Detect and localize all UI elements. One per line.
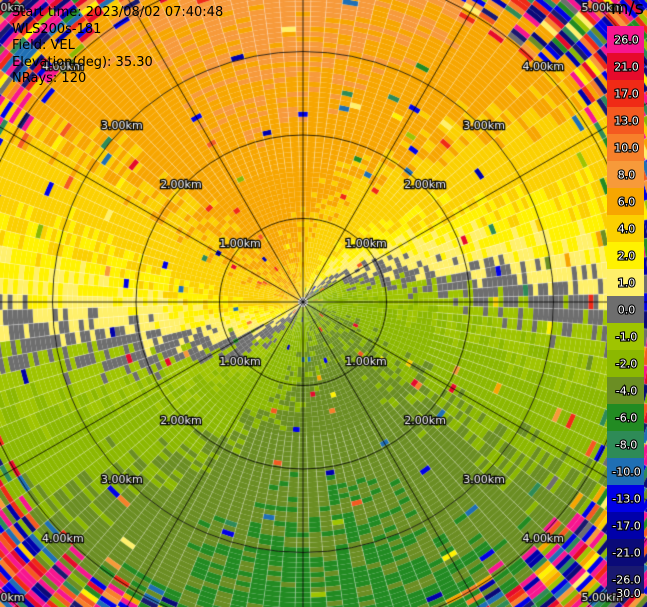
colorbar-tick-label: 17.0 — [614, 88, 639, 101]
colorbar-segment — [607, 431, 644, 459]
colorbar-segment — [607, 323, 644, 351]
colorbar-unit: m/s — [611, 0, 644, 19]
colorbar-tick-label: -1.0 — [616, 331, 637, 344]
colorbar-segment — [607, 566, 644, 594]
colorbar-segment — [607, 161, 644, 189]
colorbar-tick-label: -6.0 — [616, 412, 637, 425]
colorbar-segment — [607, 53, 644, 81]
colorbar-segment — [607, 215, 644, 243]
colorbar-segment — [607, 26, 644, 54]
colorbar-segment — [607, 539, 644, 567]
colorbar-segment — [607, 296, 644, 324]
colorbar-segment — [607, 188, 644, 216]
colorbar-segment — [607, 80, 644, 108]
colorbar-segment — [607, 107, 644, 135]
colorbar-tick-label: -30.0 — [612, 587, 640, 600]
elevation-angle: Elevation(deg): 35.30 — [12, 54, 153, 70]
plot-header: Start time: 2023/08/02 07:40:48 WLS200s-… — [12, 5, 223, 88]
colorbar-tick-label: 0.0 — [618, 304, 636, 317]
colorbar-segment — [607, 404, 644, 432]
field-name: Field: VEL — [12, 38, 75, 53]
colorbar-segment — [607, 512, 644, 540]
colorbar-tick-label: -10.0 — [612, 466, 640, 479]
colorbar-tick-label: 1.0 — [618, 277, 636, 290]
colorbar-tick-label: -8.0 — [616, 439, 637, 452]
ray-count: NRays: 120 — [12, 71, 87, 86]
colorbar-segment — [607, 134, 644, 162]
colorbar-segment — [607, 485, 644, 513]
instrument-name: WLS200s-181 — [12, 21, 102, 37]
colorbar-tick-label: 13.0 — [614, 115, 639, 128]
colorbar-segment — [607, 242, 644, 270]
colorbar-segment — [607, 269, 644, 297]
colorbar-tick-label: -17.0 — [612, 520, 640, 533]
colorbar-tick-label: 6.0 — [618, 196, 636, 209]
colorbar-tick-label: -26.0 — [612, 574, 640, 587]
colorbar-tick-label: -2.0 — [616, 358, 637, 371]
colorbar-tick-label: 10.0 — [614, 142, 639, 155]
colorbar-tick-label: -21.0 — [612, 547, 640, 560]
colorbar-tick-label: -4.0 — [616, 385, 637, 398]
colorbar-tick-label: 26.0 — [614, 34, 639, 47]
colorbar-segment — [607, 458, 644, 486]
colorbar-segment — [607, 350, 644, 378]
colorbar-segment — [607, 377, 644, 405]
colorbar-tick-label: 21.0 — [614, 61, 639, 74]
colorbar-tick-label: 2.0 — [618, 250, 636, 263]
start-time: Start time: 2023/08/02 07:40:48 — [12, 5, 224, 20]
colorbar-tick-label: 8.0 — [618, 169, 636, 182]
colorbar-tick-label: 4.0 — [618, 223, 636, 236]
colorbar-tick-label: -13.0 — [612, 493, 640, 506]
